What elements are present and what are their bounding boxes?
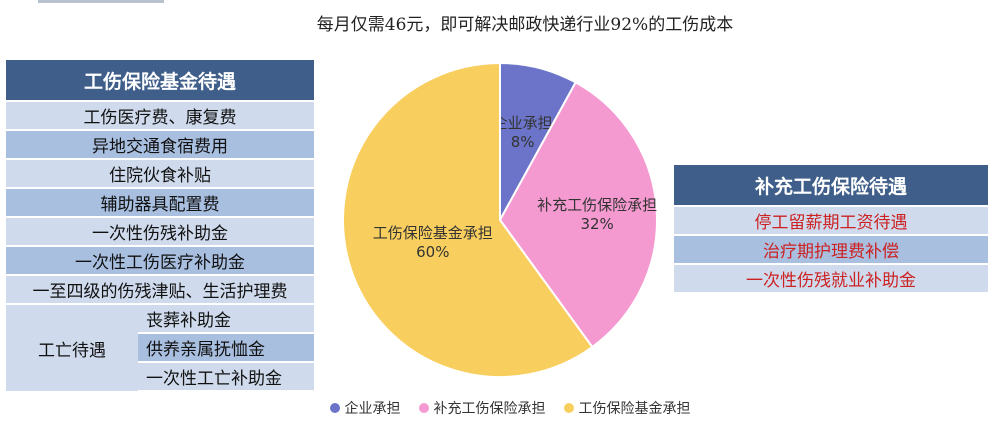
death-benefits-group: 工亡待遇 丧葬补助金 供养亲属抚恤金 一次性工亡补助金: [6, 305, 314, 391]
legend-item: 工伤保险基金承担: [563, 398, 691, 418]
fund-benefit-row: 工伤医疗费、康复费: [6, 102, 314, 129]
death-benefits-label: 工亡待遇: [6, 305, 138, 391]
fund-benefit-row: 一次性伤残补助金: [6, 218, 314, 245]
death-benefit-item: 丧葬补助金: [138, 305, 314, 332]
fund-benefit-row: 异地交通食宿费用: [6, 131, 314, 158]
supplementary-benefit-row: 治疗期护理费补偿: [674, 236, 988, 263]
slice-value-label: 8%: [511, 133, 535, 151]
slice-label: 补充工伤保险承担: [537, 196, 657, 214]
legend-dot: [418, 403, 429, 413]
supplementary-benefits-table: 补充工伤保险待遇 停工留薪期工资待遇 治疗期护理费补偿 一次性伤残就业补助金: [674, 165, 988, 292]
slice-value-label: 60%: [416, 243, 449, 261]
pie-slice: [342, 61, 594, 378]
death-benefit-item: 供养亲属抚恤金: [138, 334, 314, 361]
page-title: 每月仅需46元，即可解决邮政快递行业92%的工伤成本: [316, 15, 734, 35]
slice-label: 工伤保险基金承担: [373, 224, 493, 242]
fund-benefit-row: 一次性工伤医疗补助金: [6, 247, 314, 274]
pie-slice: [498, 81, 658, 349]
fund-benefit-row: 辅助器具配置费: [6, 189, 314, 216]
fund-benefit-row: 一至四级的伤残津贴、生活护理费: [6, 276, 314, 303]
top-divider: [38, 0, 164, 3]
legend-label: 工伤保险基金承担: [578, 401, 691, 417]
legend-dot: [329, 403, 340, 413]
death-benefits-items: 丧葬补助金 供养亲属抚恤金 一次性工亡补助金: [138, 305, 314, 391]
legend-item: 补充工伤保险承担: [418, 398, 546, 418]
chart-legend: 企业承担 补充工伤保险承担 工伤保险基金承担: [280, 398, 740, 418]
legend-dot: [563, 403, 574, 413]
fund-benefit-row: 住院伙食补贴: [6, 160, 314, 187]
fund-benefits-table: 工伤保险基金待遇 工伤医疗费、康复费 异地交通食宿费用 住院伙食补贴 辅助器具配…: [6, 60, 314, 391]
supplementary-benefit-row: 一次性伤残就业补助金: [674, 265, 988, 292]
supplementary-benefit-row: 停工留薪期工资待遇: [674, 207, 988, 234]
legend-item: 企业承担: [329, 398, 401, 418]
fund-benefits-header: 工伤保险基金待遇: [6, 60, 314, 100]
supplementary-benefits-header: 补充工伤保险待遇: [674, 165, 988, 205]
slice-label: 企业承担: [493, 114, 553, 132]
slice-value-label: 32%: [580, 215, 613, 233]
legend-label: 补充工伤保险承担: [433, 401, 546, 417]
legend-label: 企业承担: [344, 401, 401, 417]
death-benefit-item: 一次性工亡补助金: [138, 363, 314, 390]
